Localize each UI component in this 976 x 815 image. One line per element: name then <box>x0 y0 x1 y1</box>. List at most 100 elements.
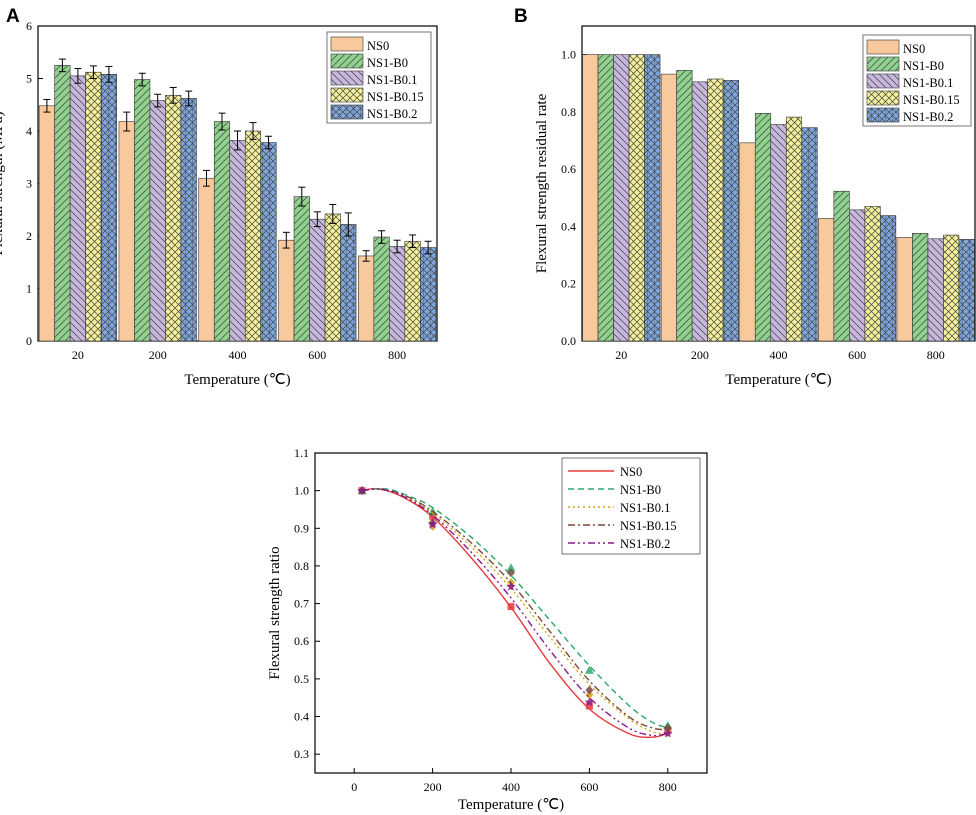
bar-NS0-20 <box>38 105 55 342</box>
bar-NS1-B0.2-200 <box>722 80 739 342</box>
legend-label-NS1-B0.15: NS1-B0.15 <box>367 90 424 104</box>
point-NS1-B0.15 <box>585 685 594 695</box>
fit-curve-NS1-B0.2 <box>361 488 668 737</box>
y-tick-label: 4 <box>26 124 32 138</box>
x-tick-label: 0 <box>351 780 357 794</box>
bar-NS1-B0-400 <box>213 121 231 342</box>
y-axis-title: Flexural strength (MPa) <box>0 111 6 255</box>
x-tick-label: 600 <box>308 348 326 362</box>
legend-label-NS0: NS0 <box>620 465 642 479</box>
point-NS1-B0.2 <box>427 519 438 529</box>
bar-NS1-B0.1-600 <box>849 209 866 342</box>
bar-NS1-B0.15-600 <box>324 213 341 342</box>
bar-NS1-B0.15-400 <box>785 116 803 342</box>
legend-swatch-NS0 <box>330 36 364 52</box>
bar-NS1-B0.2-400 <box>260 142 277 342</box>
legend-label-NS1-B0.2: NS1-B0.2 <box>367 107 417 121</box>
legend-swatch-NS1-B0 <box>330 53 364 69</box>
point-NS0 <box>585 702 593 710</box>
x-tick-label: 200 <box>149 348 167 362</box>
legend-box <box>561 457 701 555</box>
bar-NS1-B0-400 <box>754 113 772 342</box>
bar-NS1-B0.2-200 <box>180 98 197 342</box>
y-tick-label: 6 <box>26 19 32 33</box>
x-tick-label: 400 <box>229 348 247 362</box>
y-tick-label: 0.6 <box>561 162 576 176</box>
x-tick-label: 200 <box>691 348 709 362</box>
chart-A: 0 1 2 3 4 5 6 20 200 400 600 800 Temperature (℃) Flex… <box>0 19 438 388</box>
bar-NS1-B0-800 <box>912 233 929 342</box>
bar-NS1-B0.1-400 <box>229 140 246 342</box>
legend-label-NS1-B0: NS1-B0 <box>903 59 944 73</box>
bar-NS1-B0.15-20 <box>628 54 645 342</box>
legend-label-NS1-B0.2: NS1-B0.2 <box>903 110 953 124</box>
x-tick-label: 600 <box>580 780 598 794</box>
bar-NS1-B0-20 <box>54 65 71 342</box>
bar-NS1-B0-200 <box>676 70 693 342</box>
bar-NS1-B0.1-800 <box>927 238 944 342</box>
bar-NS1-B0.1-200 <box>149 100 166 342</box>
y-tick-label: 1.0 <box>561 48 576 62</box>
legend-swatch-NS1-B0.2 <box>330 104 364 120</box>
x-axis-title: Temperature (℃) <box>184 372 290 388</box>
bar-NS1-B0.1-600 <box>309 218 326 342</box>
y-axis-title: Flexural strength residual rate <box>534 93 550 273</box>
bar-NS1-B0.15-800 <box>404 240 421 342</box>
bar-NS1-B0.15-400 <box>244 130 262 342</box>
x-tick-label: 800 <box>388 348 406 362</box>
bar-NS1-B0.15-800 <box>943 234 960 342</box>
y-tick-label: 0.8 <box>294 559 309 573</box>
x-tick-label: 600 <box>848 348 866 362</box>
y-tick-label: 0.4 <box>561 219 576 233</box>
panel-label-A: A <box>6 6 20 27</box>
legend-label-NS1-B0.1: NS1-B0.1 <box>620 501 670 515</box>
y-tick-label: 0.4 <box>294 710 309 724</box>
point-NS1-B0.15 <box>507 568 515 578</box>
x-axis-title: Temperature (℃) <box>725 372 831 388</box>
bar-NS0-600 <box>278 239 295 342</box>
bar-NS1-B0.15-200 <box>707 78 724 342</box>
y-tick-label: 0.0 <box>561 334 576 348</box>
x-tick-label: 800 <box>659 780 677 794</box>
bar-NS1-B0-800 <box>373 236 390 342</box>
bar-NS0-600 <box>818 218 835 342</box>
x-tick-label: 200 <box>424 780 442 794</box>
bar-NS1-B0-20 <box>597 54 614 342</box>
y-tick-label: 0.5 <box>294 672 309 686</box>
y-tick-label: 0.8 <box>561 105 576 119</box>
bar-NS1-B0.2-800 <box>420 247 437 342</box>
bar-NS1-B0-600 <box>833 190 850 342</box>
bar-NS1-B0.15-600 <box>864 206 881 342</box>
legend-label-NS1-B0.1: NS1-B0.1 <box>367 73 417 87</box>
x-tick-label: 20 <box>72 348 84 362</box>
legend-label-NS1-B0: NS1-B0 <box>367 56 408 70</box>
y-tick-label: 0.3 <box>294 747 309 761</box>
bar-NS0-400 <box>198 177 215 342</box>
point-NS1-B0.15 <box>663 723 672 733</box>
bar-NS0-200 <box>118 121 135 342</box>
point-NS1-B0.2 <box>357 485 367 495</box>
point-NS0 <box>429 512 437 520</box>
chart-B: 0.0 0.2 0.4 0.6 0.8 1.0 20 200 400 600 800 Temperat… <box>534 25 976 388</box>
y-tick-label: 0 <box>26 334 32 348</box>
y-tick-label: 1.0 <box>294 484 309 498</box>
bar-NS1-B0.2-20 <box>100 74 117 342</box>
legend-swatch-NS1-B0.15 <box>330 87 364 103</box>
bar-NS1-B0.2-20 <box>644 54 661 342</box>
y-tick-label: 0.2 <box>561 277 576 291</box>
legend-swatch-NS1-B0 <box>866 56 900 72</box>
legend-label-NS1-B0: NS1-B0 <box>620 483 661 497</box>
legend-swatch-NS0 <box>866 39 900 55</box>
legend-label-NS0: NS0 <box>367 39 389 53</box>
x-tick-label: 20 <box>615 348 627 362</box>
point-NS1-B0 <box>584 665 594 674</box>
panel-label-B: B <box>514 6 528 27</box>
point-NS1-B0.1 <box>585 690 594 700</box>
bar-NS0-20 <box>582 54 599 342</box>
bar-NS1-B0-600 <box>293 196 310 342</box>
y-tick-label: 1 <box>26 282 32 296</box>
bar-NS1-B0-200 <box>134 79 151 342</box>
y-tick-label: 0.7 <box>294 597 309 611</box>
fit-curve-NS1-B0 <box>361 487 669 729</box>
